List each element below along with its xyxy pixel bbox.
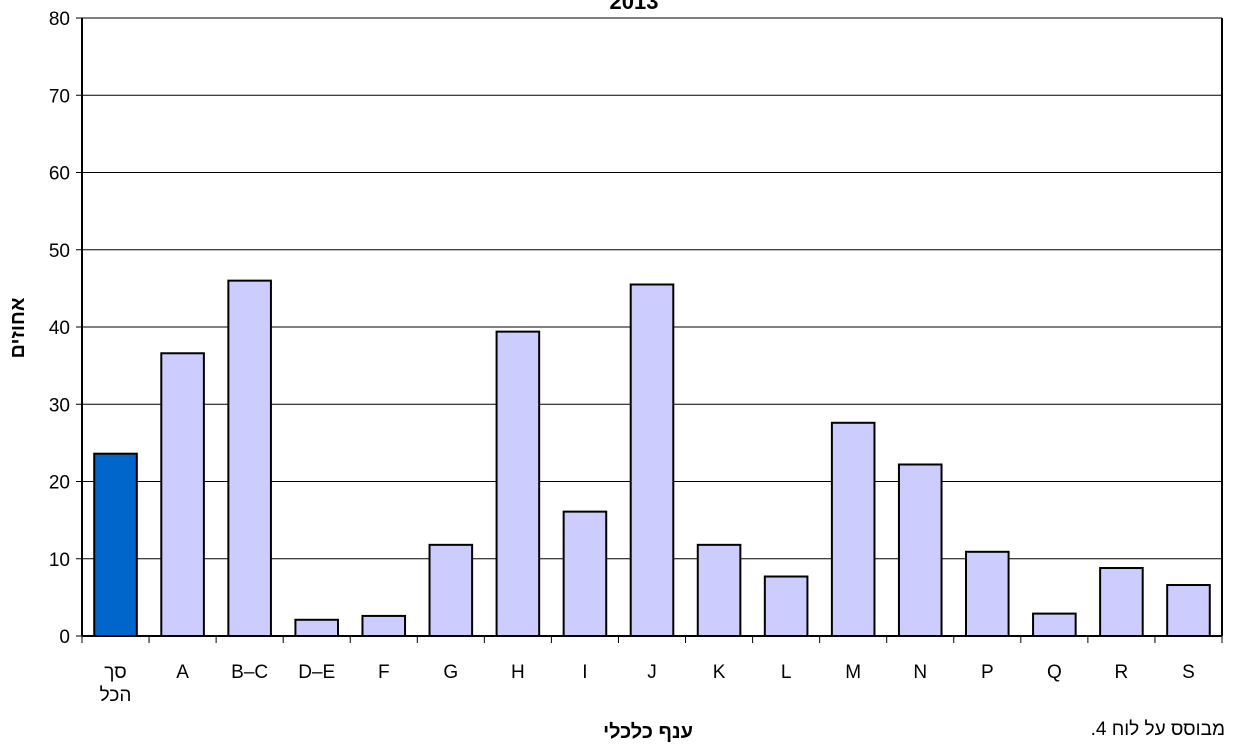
y-axis-label: אחוזים — [7, 297, 29, 358]
x-tick-label: R — [1115, 662, 1129, 683]
y-tick-label: 40 — [49, 318, 70, 339]
x-tick-label: L — [781, 662, 792, 683]
axes — [76, 17, 1223, 643]
y-tick-label: 0 — [59, 627, 70, 648]
bar — [1032, 612, 1077, 637]
bar — [696, 543, 742, 637]
x-tick-label: Q — [1047, 662, 1062, 683]
bar — [93, 452, 138, 637]
source-note: מבוסס על לוח 4. — [1090, 719, 1225, 740]
y-tick-label: 60 — [49, 164, 70, 185]
y-tick-label: 50 — [49, 241, 70, 262]
x-tick-label: N — [913, 662, 927, 683]
bar — [361, 614, 407, 637]
x-tick-label: J — [647, 662, 657, 683]
x-tick-label: M — [845, 662, 861, 683]
bar — [160, 352, 205, 637]
bars — [93, 279, 1211, 638]
y-tick-label: 30 — [49, 395, 70, 416]
bar — [562, 510, 608, 637]
bar — [227, 279, 272, 637]
x-tick-label: A — [176, 662, 189, 683]
x-tick-label: H — [511, 662, 525, 683]
bar — [428, 543, 474, 637]
y-tick-label: 20 — [49, 473, 70, 494]
bar — [629, 283, 675, 637]
bar — [1166, 584, 1211, 638]
x-tick-label: B–C — [231, 662, 268, 683]
x-tick-label: G — [443, 662, 458, 683]
bar — [495, 330, 541, 637]
y-tick-label: 80 — [49, 9, 70, 30]
bar — [830, 421, 876, 638]
x-tick-label: I — [582, 662, 587, 683]
bar — [897, 463, 943, 637]
x-tick-label: P — [981, 662, 994, 683]
bar — [965, 550, 1010, 637]
x-tick-label: S — [1182, 662, 1195, 683]
y-tick-labels: 0 10 20 30 40 50 60 70 80 — [49, 9, 70, 648]
y-tick-label: 10 — [49, 550, 70, 571]
bar — [763, 575, 809, 638]
chart-title: 2013 — [610, 0, 659, 14]
x-axis-label: ענף כלכלי — [603, 721, 693, 743]
bar — [294, 618, 339, 638]
bar — [1099, 567, 1144, 638]
x-tick-label: F — [378, 662, 390, 683]
y-tick-label: 70 — [49, 86, 70, 107]
x-tick-label: סך — [104, 662, 126, 683]
x-tick-label: D–E — [298, 662, 335, 683]
x-tick-label: K — [713, 662, 726, 683]
x-tick-label: הכל — [100, 685, 132, 706]
